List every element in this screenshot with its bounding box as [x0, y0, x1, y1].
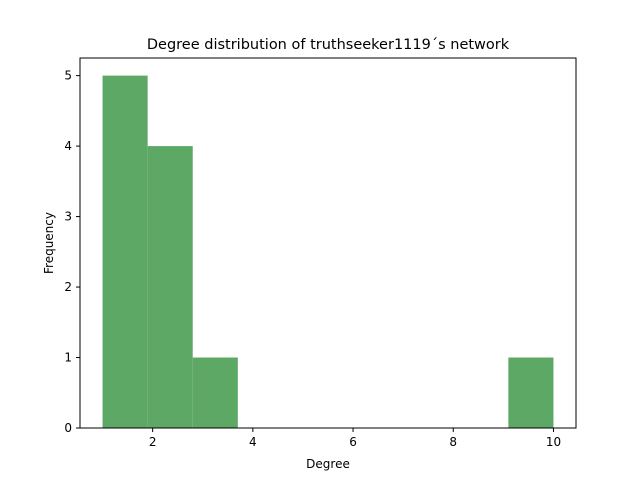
histogram-bar — [192, 357, 238, 428]
x-tick-label: 2 — [149, 435, 157, 449]
histogram-bar — [102, 75, 148, 428]
y-tick-label: 5 — [64, 69, 72, 83]
y-tick-label: 1 — [64, 351, 72, 365]
x-axis-ticks: 2 4 6 8 10 — [149, 428, 561, 449]
chart-title: Degree distribution of truthseeker1119´s… — [147, 37, 510, 53]
y-tick-label: 4 — [64, 139, 72, 153]
x-tick-label: 4 — [249, 435, 257, 449]
bars-group — [102, 75, 554, 428]
x-tick-label: 10 — [546, 435, 561, 449]
y-tick-label: 2 — [64, 280, 72, 294]
y-tick-label: 0 — [64, 421, 72, 435]
y-axis-label: Frequency — [42, 212, 56, 274]
histogram-bar — [147, 146, 193, 428]
y-tick-label: 3 — [64, 210, 72, 224]
x-axis-label: Degree — [306, 457, 350, 471]
x-tick-label: 8 — [449, 435, 457, 449]
x-tick-label: 6 — [349, 435, 357, 449]
plot-area-frame — [79, 57, 577, 429]
y-axis-ticks: 0 1 2 3 4 5 — [64, 69, 80, 435]
histogram-bar — [508, 357, 554, 428]
